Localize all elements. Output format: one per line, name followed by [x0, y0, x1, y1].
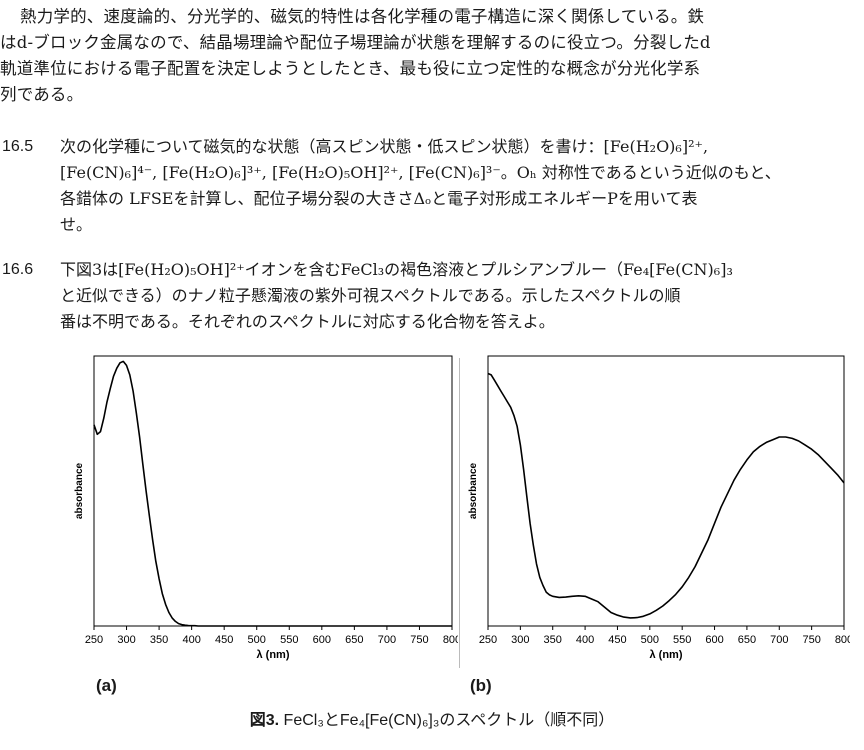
y-axis-label: absorbance [74, 462, 85, 519]
x-tick-label: 250 [479, 634, 497, 646]
x-tick-label: 300 [511, 634, 529, 646]
spectrum-line [487, 372, 845, 619]
question-line: 下図3は[Fe(H₂O)₅OH]²⁺イオンを含むFeCl₃の褐色溶液とプルシアン… [60, 260, 733, 279]
x-tick-label: 800 [443, 634, 458, 646]
x-tick-label: 700 [378, 634, 396, 646]
x-tick-label: 450 [608, 634, 626, 646]
x-tick-label: 500 [641, 634, 659, 646]
question-line: せ。 [60, 215, 93, 234]
intro-line-4: 列である。 [0, 85, 84, 104]
spectrum-line [93, 360, 452, 627]
question-line: と近似できる）のナノ粒子懸濁液の紫外可視スペクトルである。示したスペクトルの順 [60, 286, 681, 305]
chart-svg: 250 300 350 400 450 500 550 600 650 700 750 800 λ (n… [74, 355, 461, 661]
plot-frame [93, 355, 453, 627]
x-tick-label: 400 [576, 634, 594, 646]
question-16-5: 16.5 次の化学種について磁気的な状態（高スピン状態・低スピン状態）を書け：[… [0, 134, 864, 238]
x-tick-label: 650 [738, 634, 756, 646]
x-tick-label: 600 [313, 634, 331, 646]
intro-line-3: 軌道準位における電子配置を決定しようとしたとき、最も役に立つ定性的な概念が分光化… [0, 59, 701, 78]
x-tick-label: 750 [802, 634, 820, 646]
y-axis-label: absorbance [468, 462, 479, 519]
x-tick-label: 700 [770, 634, 788, 646]
intro-line-2: はd-ブロック金属なので、結晶場理論や配位子場理論が状態を理解するのに役立つ。分… [0, 33, 711, 52]
x-tick-label: 500 [248, 634, 266, 646]
figure-caption: 図3. FeCl₃とFe₄[Fe(CN)₆]₃のスペクトル（順不同） [0, 706, 864, 730]
question-line: [Fe(CN)₆]⁴⁻, [Fe(H₂O)₆]³⁺, [Fe(H₂O)₅OH]²… [60, 163, 781, 182]
x-tick-label: 300 [117, 634, 135, 646]
spectrum-chart-b: 250 300 350 400 450 500 550 600 650 700 750 800 λ (n… [466, 352, 853, 698]
question-line: 次の化学種について磁気的な状態（高スピン状態・低スピン状態）を書け：[Fe(H₂… [60, 137, 709, 156]
x-axis-label: λ (nm) [650, 649, 683, 661]
question-body: 次の化学種について磁気的な状態（高スピン状態・低スピン状態）を書け：[Fe(H₂… [60, 134, 864, 238]
x-tick-label: 750 [410, 634, 428, 646]
x-tick-label: 600 [705, 634, 723, 646]
question-number: 16.6 [2, 261, 34, 278]
chart-svg: 250 300 350 400 450 500 550 600 650 700 750 800 λ (n… [468, 355, 853, 661]
figure-caption-text: FeCl₃とFe₄[Fe(CN)₆]₃のスペクトル（順不同） [279, 712, 615, 729]
panel-label-a: (a) [96, 676, 117, 695]
x-tick-label: 400 [182, 634, 200, 646]
x-tick-label: 350 [150, 634, 168, 646]
x-tick-label: 450 [215, 634, 233, 646]
x-tick-label: 550 [673, 634, 691, 646]
figure-caption-prefix: 図3. [249, 712, 280, 729]
question-number: 16.5 [2, 138, 34, 155]
question-16-6: 16.6 下図3は[Fe(H₂O)₅OH]²⁺イオンを含むFeCl₃の褐色溶液と… [0, 257, 864, 335]
x-axis-label: λ (nm) [257, 649, 290, 661]
chart-divider [459, 358, 460, 668]
x-tick-label: 250 [85, 634, 103, 646]
intro-paragraph: 熱力学的、速度論的、分光学的、磁気的特性は各化学種の電子構造に深く関係している。… [0, 4, 860, 108]
spectrum-chart-a: 250 300 350 400 450 500 550 600 650 700 750 800 λ (n… [72, 352, 461, 698]
x-tick-label: 650 [345, 634, 363, 646]
question-body: 下図3は[Fe(H₂O)₅OH]²⁺イオンを含むFeCl₃の褐色溶液とプルシアン… [60, 257, 864, 335]
question-line: 各錯体の LFSEを計算し、配位子場分裂の大きさΔₒと電子対形成エネルギーPを用… [60, 189, 698, 208]
plot-frame [487, 355, 845, 627]
x-tick-label: 350 [544, 634, 562, 646]
x-tick-label: 550 [280, 634, 298, 646]
panel-label-b: (b) [470, 676, 492, 695]
question-line: 番は不明である。それぞれのスペクトルに対応する化合物を答えよ。 [60, 312, 555, 331]
intro-line-1: 熱力学的、速度論的、分光学的、磁気的特性は各化学種の電子構造に深く関係している。… [20, 7, 705, 26]
x-tick-label: 800 [835, 634, 850, 646]
